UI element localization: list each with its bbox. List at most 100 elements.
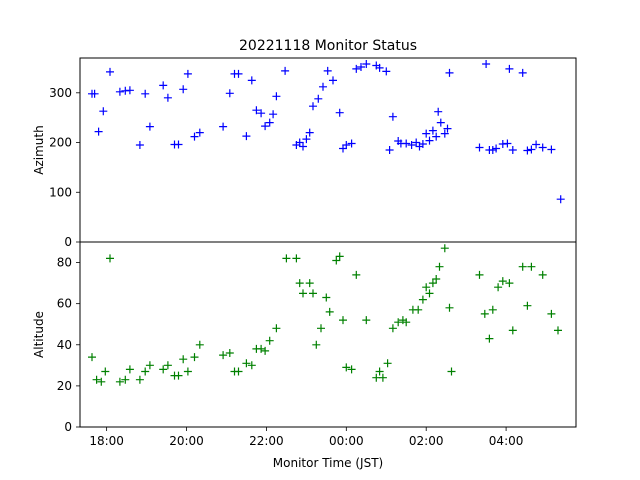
data-point (339, 144, 347, 153)
y-tick-label: 60 (57, 297, 72, 311)
data-point (440, 129, 449, 138)
data-point (252, 106, 261, 115)
data-point (92, 375, 101, 384)
data-point (272, 92, 281, 101)
data-point (312, 340, 321, 349)
data-point (305, 279, 314, 288)
data-point (88, 353, 96, 362)
data-point (488, 146, 497, 154)
data-point (425, 136, 434, 145)
data-point (508, 146, 517, 154)
data-point (388, 112, 397, 121)
data-point (115, 377, 124, 386)
data-point (382, 67, 391, 76)
data-point (115, 87, 124, 96)
data-point (234, 367, 243, 376)
data-point (319, 82, 327, 91)
data-point (323, 66, 332, 75)
data-point (190, 132, 199, 141)
data-point (159, 81, 168, 90)
data-point (482, 60, 491, 68)
data-point (335, 108, 344, 117)
data-point (225, 349, 234, 357)
data-point (309, 102, 317, 111)
data-point (342, 363, 351, 372)
data-point (508, 326, 517, 335)
data-point (432, 275, 441, 283)
x-tick-label: 18:00 (89, 434, 124, 448)
y-tick-label: 40 (57, 338, 72, 352)
data-point (554, 326, 562, 335)
data-point (141, 89, 150, 98)
y-tick-label: 0 (64, 235, 72, 249)
data-point (269, 110, 278, 119)
data-point (475, 143, 484, 152)
y-tick-label: 200 (49, 136, 72, 150)
data-point (174, 371, 183, 380)
data-point (195, 340, 204, 349)
data-point (378, 373, 387, 382)
data-point (99, 107, 108, 116)
data-point (125, 86, 134, 95)
data-point (425, 289, 434, 298)
data-point (299, 289, 307, 298)
data-point (335, 252, 344, 261)
data-point (163, 93, 172, 102)
data-point (523, 146, 532, 155)
data-point (106, 254, 114, 263)
data-point (440, 244, 449, 253)
data-point (547, 309, 556, 318)
data-point (488, 305, 497, 314)
data-point (234, 69, 243, 78)
data-point (518, 68, 527, 77)
altitude-panel: 0 20 40 60 80 Altitude 18:00 20:00 22:00 00:00 02:… (32, 241, 577, 470)
y-tick-label: 300 (49, 86, 72, 100)
data-point (219, 122, 228, 131)
data-point (145, 361, 154, 370)
data-point (445, 303, 454, 312)
data-point (428, 279, 437, 288)
data-point (418, 295, 427, 304)
data-point (503, 139, 512, 148)
y-tick-label: 0 (64, 420, 72, 434)
data-point (135, 141, 144, 149)
data-point (292, 254, 301, 263)
data-point (135, 375, 144, 384)
data-point (179, 355, 188, 364)
data-point (443, 124, 452, 133)
data-point (407, 141, 416, 149)
data-point (242, 359, 251, 368)
data-point (414, 305, 423, 314)
data-point (317, 324, 325, 333)
data-point (282, 254, 291, 263)
data-point (163, 361, 172, 370)
data-point (494, 283, 503, 292)
data-point (225, 89, 234, 98)
data-point (538, 270, 547, 279)
x-tick-label: 20:00 (169, 434, 204, 448)
data-point (190, 353, 199, 362)
data-point (257, 344, 266, 353)
data-point (432, 132, 441, 141)
data-point (547, 145, 556, 154)
data-point (385, 146, 394, 154)
data-point (97, 377, 106, 386)
data-point (436, 118, 445, 127)
data-point (556, 195, 565, 204)
x-tick-label: 22:00 (249, 434, 284, 448)
data-point (498, 277, 507, 286)
data-point (183, 367, 192, 376)
data-point (242, 132, 251, 141)
data-point (532, 140, 541, 149)
data-point (375, 367, 384, 376)
data-point (422, 129, 431, 138)
data-point (402, 139, 411, 148)
data-point (314, 94, 323, 103)
data-point (505, 64, 514, 73)
data-point (261, 346, 270, 355)
y-axis-label: Altitude (32, 311, 46, 358)
data-point (485, 334, 494, 343)
data-point (342, 141, 351, 149)
data-point (329, 76, 337, 85)
